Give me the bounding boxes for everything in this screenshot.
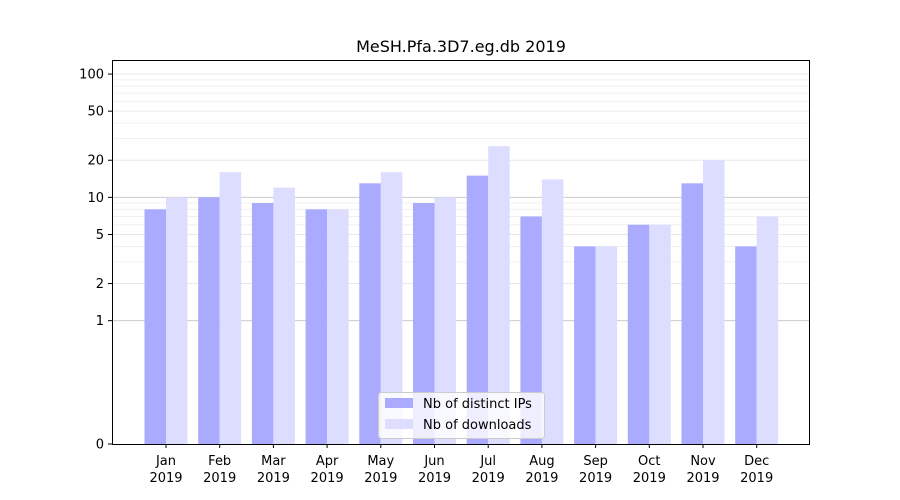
bar-downloads [756,216,779,444]
x-tick-label-year: 2019 [472,471,505,486]
x-tick-label-year: 2019 [418,471,451,486]
bar-downloads [649,224,671,444]
bar-distinct-ips [251,203,274,444]
y-tick-label: 1 [96,314,104,329]
x-tick-label-year: 2019 [579,471,612,486]
y-tick-label: 2 [96,277,104,292]
x-tick-label-year: 2019 [203,471,236,486]
x-tick-label-month: Sep [583,454,608,469]
x-tick-label-year: 2019 [311,471,344,486]
plot-frame [112,60,810,445]
legend-swatch-downloads [385,419,413,429]
bar-downloads [219,172,242,445]
legend-swatch-ips [385,398,413,408]
bar-distinct-ips [735,246,757,444]
y-tick-label: 5 [96,228,104,243]
legend: Nb of distinct IPs Nb of downloads [378,392,545,439]
x-tick-label-year: 2019 [686,471,719,486]
x-tick-label-year: 2019 [633,471,666,486]
bar-distinct-ips [627,224,650,444]
x-tick-label-month: Feb [208,454,231,469]
bar-distinct-ips [466,175,489,444]
bars [144,146,779,445]
x-tick-label-month: Dec [744,454,769,469]
bar-distinct-ips [144,209,166,444]
chart-title: MeSH.Pfa.3D7.eg.db 2019 [356,37,566,56]
x-tick-label-year: 2019 [740,471,773,486]
x-axis: Jan 2019 Feb 2019 Mar 2019 Apr 2019 May 2019 Jun 20… [149,444,773,486]
y-tick-label: 20 [87,154,104,169]
bar-downloads [434,197,456,444]
bar-downloads [380,172,403,445]
bar-distinct-ips [359,183,381,444]
bar-downloads [273,187,295,445]
legend-label-downloads: Nb of downloads [423,418,532,433]
y-tick-label: 10 [87,191,104,206]
bar-downloads [166,197,188,444]
bar-downloads [488,146,510,444]
legend-label-ips: Nb of distinct IPs [423,397,532,412]
bar-distinct-ips [198,197,220,444]
y-tick-label: 0 [96,438,104,453]
bar-distinct-ips [681,183,703,444]
y-tick-label: 50 [87,105,104,120]
x-tick-label-year: 2019 [257,471,290,486]
legend-box [378,392,545,439]
bar-distinct-ips [520,216,542,444]
bar-distinct-ips [305,209,328,444]
bar-distinct-ips [574,246,596,444]
bar-downloads [595,246,618,444]
x-tick-label-month: Jan [155,454,176,469]
x-tick-label-month: Nov [690,454,716,469]
x-tick-label-month: Mar [261,454,286,469]
x-tick-label-month: Apr [316,454,339,469]
x-tick-label-month: Oct [638,454,660,469]
bar-downloads [703,160,725,444]
x-tick-label-year: 2019 [364,471,397,486]
x-tick-label-month: Aug [529,454,554,469]
x-tick-label-year: 2019 [149,471,182,486]
y-tick-label: 100 [79,68,104,83]
bar-downloads [541,179,564,444]
y-axis: 0 1 2 5 10 20 50 100 [79,68,112,453]
bar-distinct-ips [413,203,435,444]
x-tick-label-year: 2019 [525,471,558,486]
x-tick-label-month: May [367,454,394,469]
bar-downloads [327,209,349,444]
x-tick-label-month: Jul [479,454,496,469]
x-tick-label-month: Jun [423,454,444,469]
